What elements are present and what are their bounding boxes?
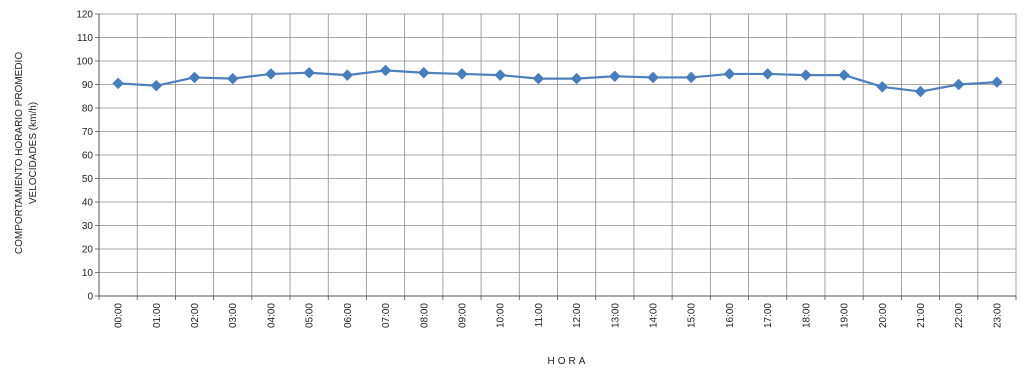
y-axis-title-line-2: VELOCIDADES (km/h) (28, 102, 39, 204)
data-point-marker (112, 77, 124, 90)
y-tick-label: 40 (82, 198, 94, 209)
x-tick-label: 17:00 (763, 303, 774, 328)
grid-lines (98, 13, 1017, 297)
data-point-marker (914, 85, 927, 98)
x-tick-label: 21:00 (916, 303, 927, 328)
data-point-marker (723, 68, 736, 80)
data-point-marker (761, 68, 774, 80)
x-tick-label: 19:00 (840, 303, 851, 328)
x-tick-label: 14:00 (649, 303, 660, 328)
data-point-marker (991, 76, 1003, 89)
x-tick-label: 04:00 (266, 303, 277, 328)
data-point-marker (800, 69, 812, 81)
data-point-marker (532, 72, 545, 85)
y-tick-label: 60 (82, 151, 94, 162)
x-axis-title: HORA (548, 356, 589, 367)
x-tick-label: 09:00 (457, 303, 468, 328)
data-point-marker (226, 72, 239, 85)
x-tick-label: 08:00 (419, 303, 430, 328)
x-tick-label: 06:00 (343, 303, 354, 328)
data-point-marker (838, 69, 850, 81)
y-tick-label: 50 (82, 174, 94, 185)
x-tick-label: 23:00 (992, 303, 1003, 328)
y-tick-label: 70 (82, 127, 94, 138)
x-tick-label: 00:00 (114, 303, 125, 328)
x-tick-labels: 00:00 01:00 02:00 03:00 04:00 05:00 06:00 07:00… (114, 303, 1004, 328)
data-point-marker (265, 68, 277, 80)
y-tick-label: 100 (76, 57, 93, 68)
data-point-marker (494, 69, 507, 81)
x-tick-label: 05:00 (305, 303, 316, 328)
data-point-marker (647, 71, 659, 84)
y-tick-labels: 0 10 20 30 40 50 60 70 80 90 100 110 120 (76, 10, 93, 303)
x-tick-label: 10:00 (496, 303, 507, 328)
data-point-marker (685, 71, 698, 84)
series-layer (112, 64, 1003, 98)
x-tick-label: 03:00 (228, 303, 239, 328)
x-tick-label: 13:00 (610, 303, 621, 328)
data-point-marker (456, 68, 468, 80)
data-point-marker (150, 79, 163, 92)
x-tick-label: 16:00 (725, 303, 736, 328)
x-tick-label: 02:00 (190, 303, 201, 328)
y-tick-label: 110 (77, 33, 93, 44)
data-point-marker (952, 78, 965, 91)
y-tick-label: 10 (82, 268, 94, 279)
data-point-marker (303, 66, 315, 79)
series-line (118, 69, 997, 93)
x-tick-label: 18:00 (801, 303, 812, 328)
y-tick-label: 20 (82, 245, 94, 256)
data-point-marker (341, 69, 354, 81)
y-axis-title-line-1: COMPORTAMIENTO HORARIO PROMEDIO (14, 52, 25, 254)
y-tick-label: 90 (82, 80, 94, 91)
data-point-marker (417, 66, 430, 79)
data-point-marker (570, 72, 583, 85)
x-tick-label: 12:00 (572, 303, 583, 328)
data-point-marker (188, 71, 201, 84)
x-tick-label: 01:00 (152, 303, 163, 328)
axes (95, 13, 1017, 300)
data-point-marker (379, 64, 392, 77)
x-tick-label: 20:00 (878, 303, 889, 328)
x-tick-label: 11:00 (534, 303, 545, 328)
x-tick-label: 22:00 (954, 303, 965, 328)
y-tick-label: 30 (82, 221, 94, 232)
y-tick-label: 80 (82, 104, 94, 115)
data-point-marker (608, 70, 621, 83)
x-tick-label: 15:00 (687, 303, 698, 328)
x-tick-label: 07:00 (381, 303, 392, 328)
data-point-marker (876, 80, 889, 93)
y-tick-label: 0 (87, 292, 93, 303)
y-tick-label: 120 (76, 10, 93, 21)
